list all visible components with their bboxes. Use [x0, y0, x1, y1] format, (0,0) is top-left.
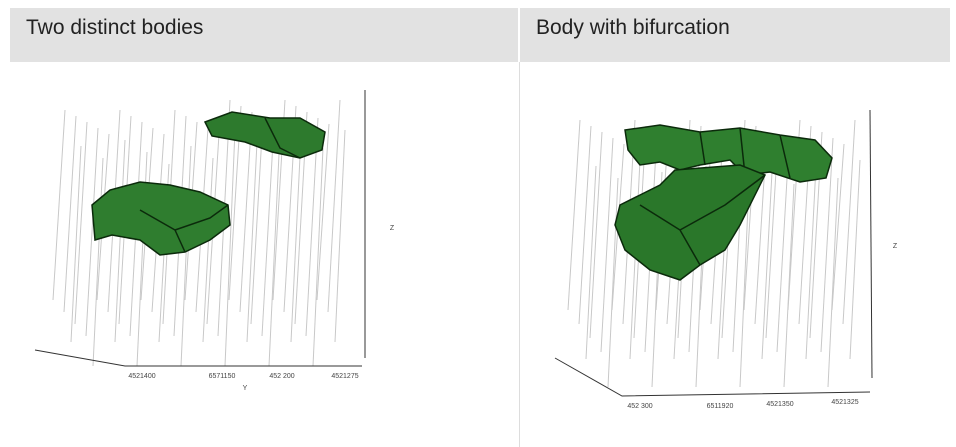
borehole — [250, 117, 264, 325]
borehole — [224, 129, 236, 367]
axis-label: 4521325 — [831, 399, 858, 406]
borehole — [585, 165, 597, 360]
axis-label: 6571150 — [209, 373, 236, 380]
borehole — [290, 135, 302, 343]
axes — [34, 90, 873, 397]
borehole — [202, 157, 214, 343]
borehole — [316, 123, 330, 301]
panel-header: Two distinct bodies — [10, 8, 518, 62]
borehole — [327, 99, 341, 313]
axis-label: Y — [243, 385, 248, 392]
borehole — [820, 137, 834, 353]
axis-label: 4521275 — [331, 373, 358, 380]
borehole — [842, 119, 856, 325]
borehole — [761, 171, 773, 360]
borehole — [849, 159, 861, 360]
borehole — [600, 137, 614, 353]
borehole — [85, 127, 99, 337]
borehole — [578, 125, 592, 325]
borehole — [70, 145, 82, 343]
borehole — [246, 141, 258, 343]
borehole — [312, 147, 324, 367]
axis-labels: 4521400 6571150 452 200 4521275 Y Z 452 … — [128, 225, 897, 410]
axis-label: 4521400 — [128, 373, 155, 380]
borehole — [776, 143, 790, 353]
axis-label: 4521350 — [766, 401, 793, 408]
borehole — [629, 159, 641, 360]
borehole — [783, 183, 795, 388]
borehole — [268, 153, 280, 367]
axis-label: Z — [893, 243, 898, 250]
axis-label: 452 200 — [269, 373, 294, 380]
borehole — [827, 177, 839, 388]
borehole — [74, 121, 88, 325]
borehole — [52, 109, 66, 301]
axis-label: Z — [390, 225, 395, 232]
borehole — [805, 165, 817, 360]
borehole — [589, 131, 603, 339]
borehole — [92, 157, 104, 367]
borehole — [239, 111, 253, 313]
borehole — [180, 145, 192, 367]
axis-label: 6511920 — [707, 403, 734, 410]
borehole — [607, 177, 619, 388]
borehole — [334, 129, 346, 343]
ore-bodies — [91, 111, 833, 281]
borehole — [305, 117, 319, 337]
panel-header: Body with bifurcation — [520, 8, 950, 62]
borehole — [114, 139, 126, 343]
borehole — [63, 115, 77, 313]
borehole — [567, 119, 581, 311]
axis-label: 452 300 — [627, 403, 652, 410]
borehole — [261, 123, 275, 337]
borehole — [831, 143, 845, 311]
